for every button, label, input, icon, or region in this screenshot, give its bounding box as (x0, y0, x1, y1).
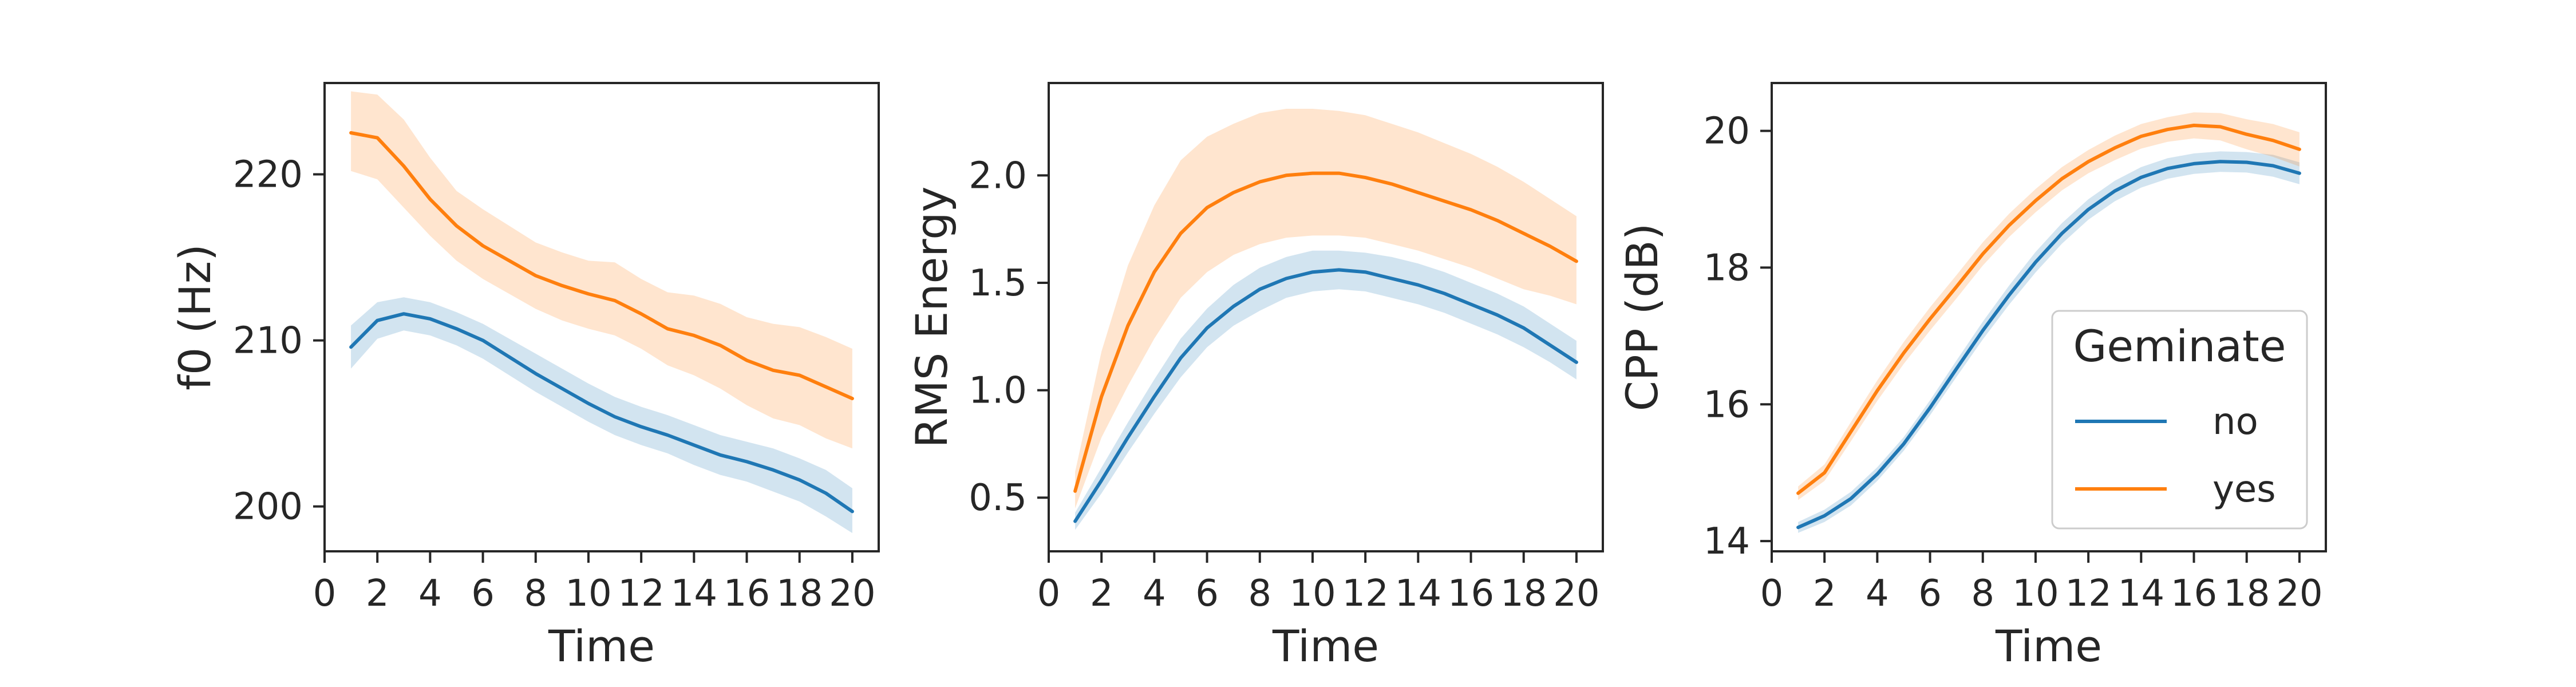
legend-title: Geminate (2073, 321, 2286, 372)
x-tick-label: 12 (1342, 572, 1388, 615)
x-tick-label: 16 (1448, 572, 1494, 615)
y-tick-label: 1.0 (969, 370, 1027, 412)
x-tick-label: 8 (1248, 572, 1271, 615)
x-tick-label: 20 (1553, 572, 1599, 615)
x-tick-label: 16 (2171, 572, 2217, 615)
y-tick-label: 14 (1704, 520, 1750, 563)
y-axis-label: f0 (Hz) (169, 244, 220, 390)
axes-frame (1771, 82, 2327, 552)
series-line-yes (349, 131, 854, 401)
x-tick-label: 8 (1971, 572, 1994, 615)
x-tick-label: 12 (2065, 572, 2111, 615)
x-tick-label: 6 (1918, 572, 1942, 615)
x-tick-label: 4 (1866, 572, 1889, 615)
y-tick-label: 200 (233, 486, 303, 528)
x-tick-label: 4 (1143, 572, 1166, 615)
x-tick-label: 14 (2118, 572, 2164, 615)
x-tick-label: 20 (2276, 572, 2322, 615)
x-axis-label: Time (1995, 621, 2102, 672)
x-tick-label: 2 (1090, 572, 1113, 615)
x-tick-label: 4 (418, 572, 442, 615)
chart-panel-1: 0 2 4 6 8 10 12 14 16 18 20 200 210 220 Time f0 (Hz) (169, 82, 880, 672)
x-tick-label: 18 (776, 572, 823, 615)
x-tick-label: 10 (1289, 572, 1336, 615)
ci-band-yes (351, 91, 852, 449)
y-axis-label: RMS Energy (906, 187, 957, 448)
axes-frame (1048, 82, 1604, 552)
ci-band-no (1798, 151, 2300, 533)
x-axis-label: Time (1272, 621, 1379, 672)
series-line-yes (1796, 124, 2301, 495)
legend: Geminate no yes (2051, 310, 2308, 530)
ci-band-no (351, 297, 852, 534)
x-tick-label: 16 (724, 572, 770, 615)
legend-box (2051, 310, 2308, 530)
x-tick-label: 12 (618, 572, 664, 615)
series-line-no (1796, 160, 2301, 530)
x-tick-label: 0 (1037, 572, 1061, 615)
x-tick-label: 14 (671, 572, 717, 615)
x-tick-label: 6 (471, 572, 495, 615)
ci-band-no (1075, 250, 1577, 530)
series-line-no (349, 312, 854, 514)
x-tick-label: 20 (829, 572, 875, 615)
y-tick-label: 16 (1704, 384, 1750, 426)
x-tick-label: 2 (1813, 572, 1836, 615)
x-tick-label: 8 (524, 572, 547, 615)
chart-panel-2: 0 2 4 6 8 10 12 14 16 18 20 0.5 1.0 1.5 2.0 Time RMS Ene… (906, 82, 1604, 672)
x-tick-label: 0 (1760, 572, 1784, 615)
x-tick-label: 2 (366, 572, 389, 615)
y-tick-label: 20 (1704, 110, 1750, 153)
x-tick-label: 18 (1500, 572, 1547, 615)
y-axis-label: CPP (dB) (1617, 223, 1668, 412)
series-line-yes (1073, 171, 1578, 493)
y-tick-label: 1.5 (969, 262, 1027, 305)
x-tick-label: 10 (565, 572, 611, 615)
x-tick-label: 18 (2223, 572, 2270, 615)
axes-frame (323, 82, 880, 552)
y-tick-label: 210 (233, 320, 303, 362)
x-tick-label: 10 (2012, 572, 2059, 615)
y-tick-label: 2.0 (969, 155, 1027, 197)
y-tick-label: 220 (233, 154, 303, 196)
series-line-no (1073, 268, 1578, 523)
x-axis-label: Time (548, 621, 655, 672)
y-tick-label: 18 (1704, 247, 1750, 289)
ci-band-yes (1075, 109, 1577, 508)
x-tick-label: 14 (1395, 572, 1441, 615)
legend-label-no: no (2212, 401, 2258, 443)
x-tick-label: 6 (1195, 572, 1219, 615)
y-tick-label: 0.5 (969, 477, 1027, 519)
x-tick-label: 0 (313, 572, 337, 615)
legend-label-yes: yes (2212, 468, 2276, 511)
